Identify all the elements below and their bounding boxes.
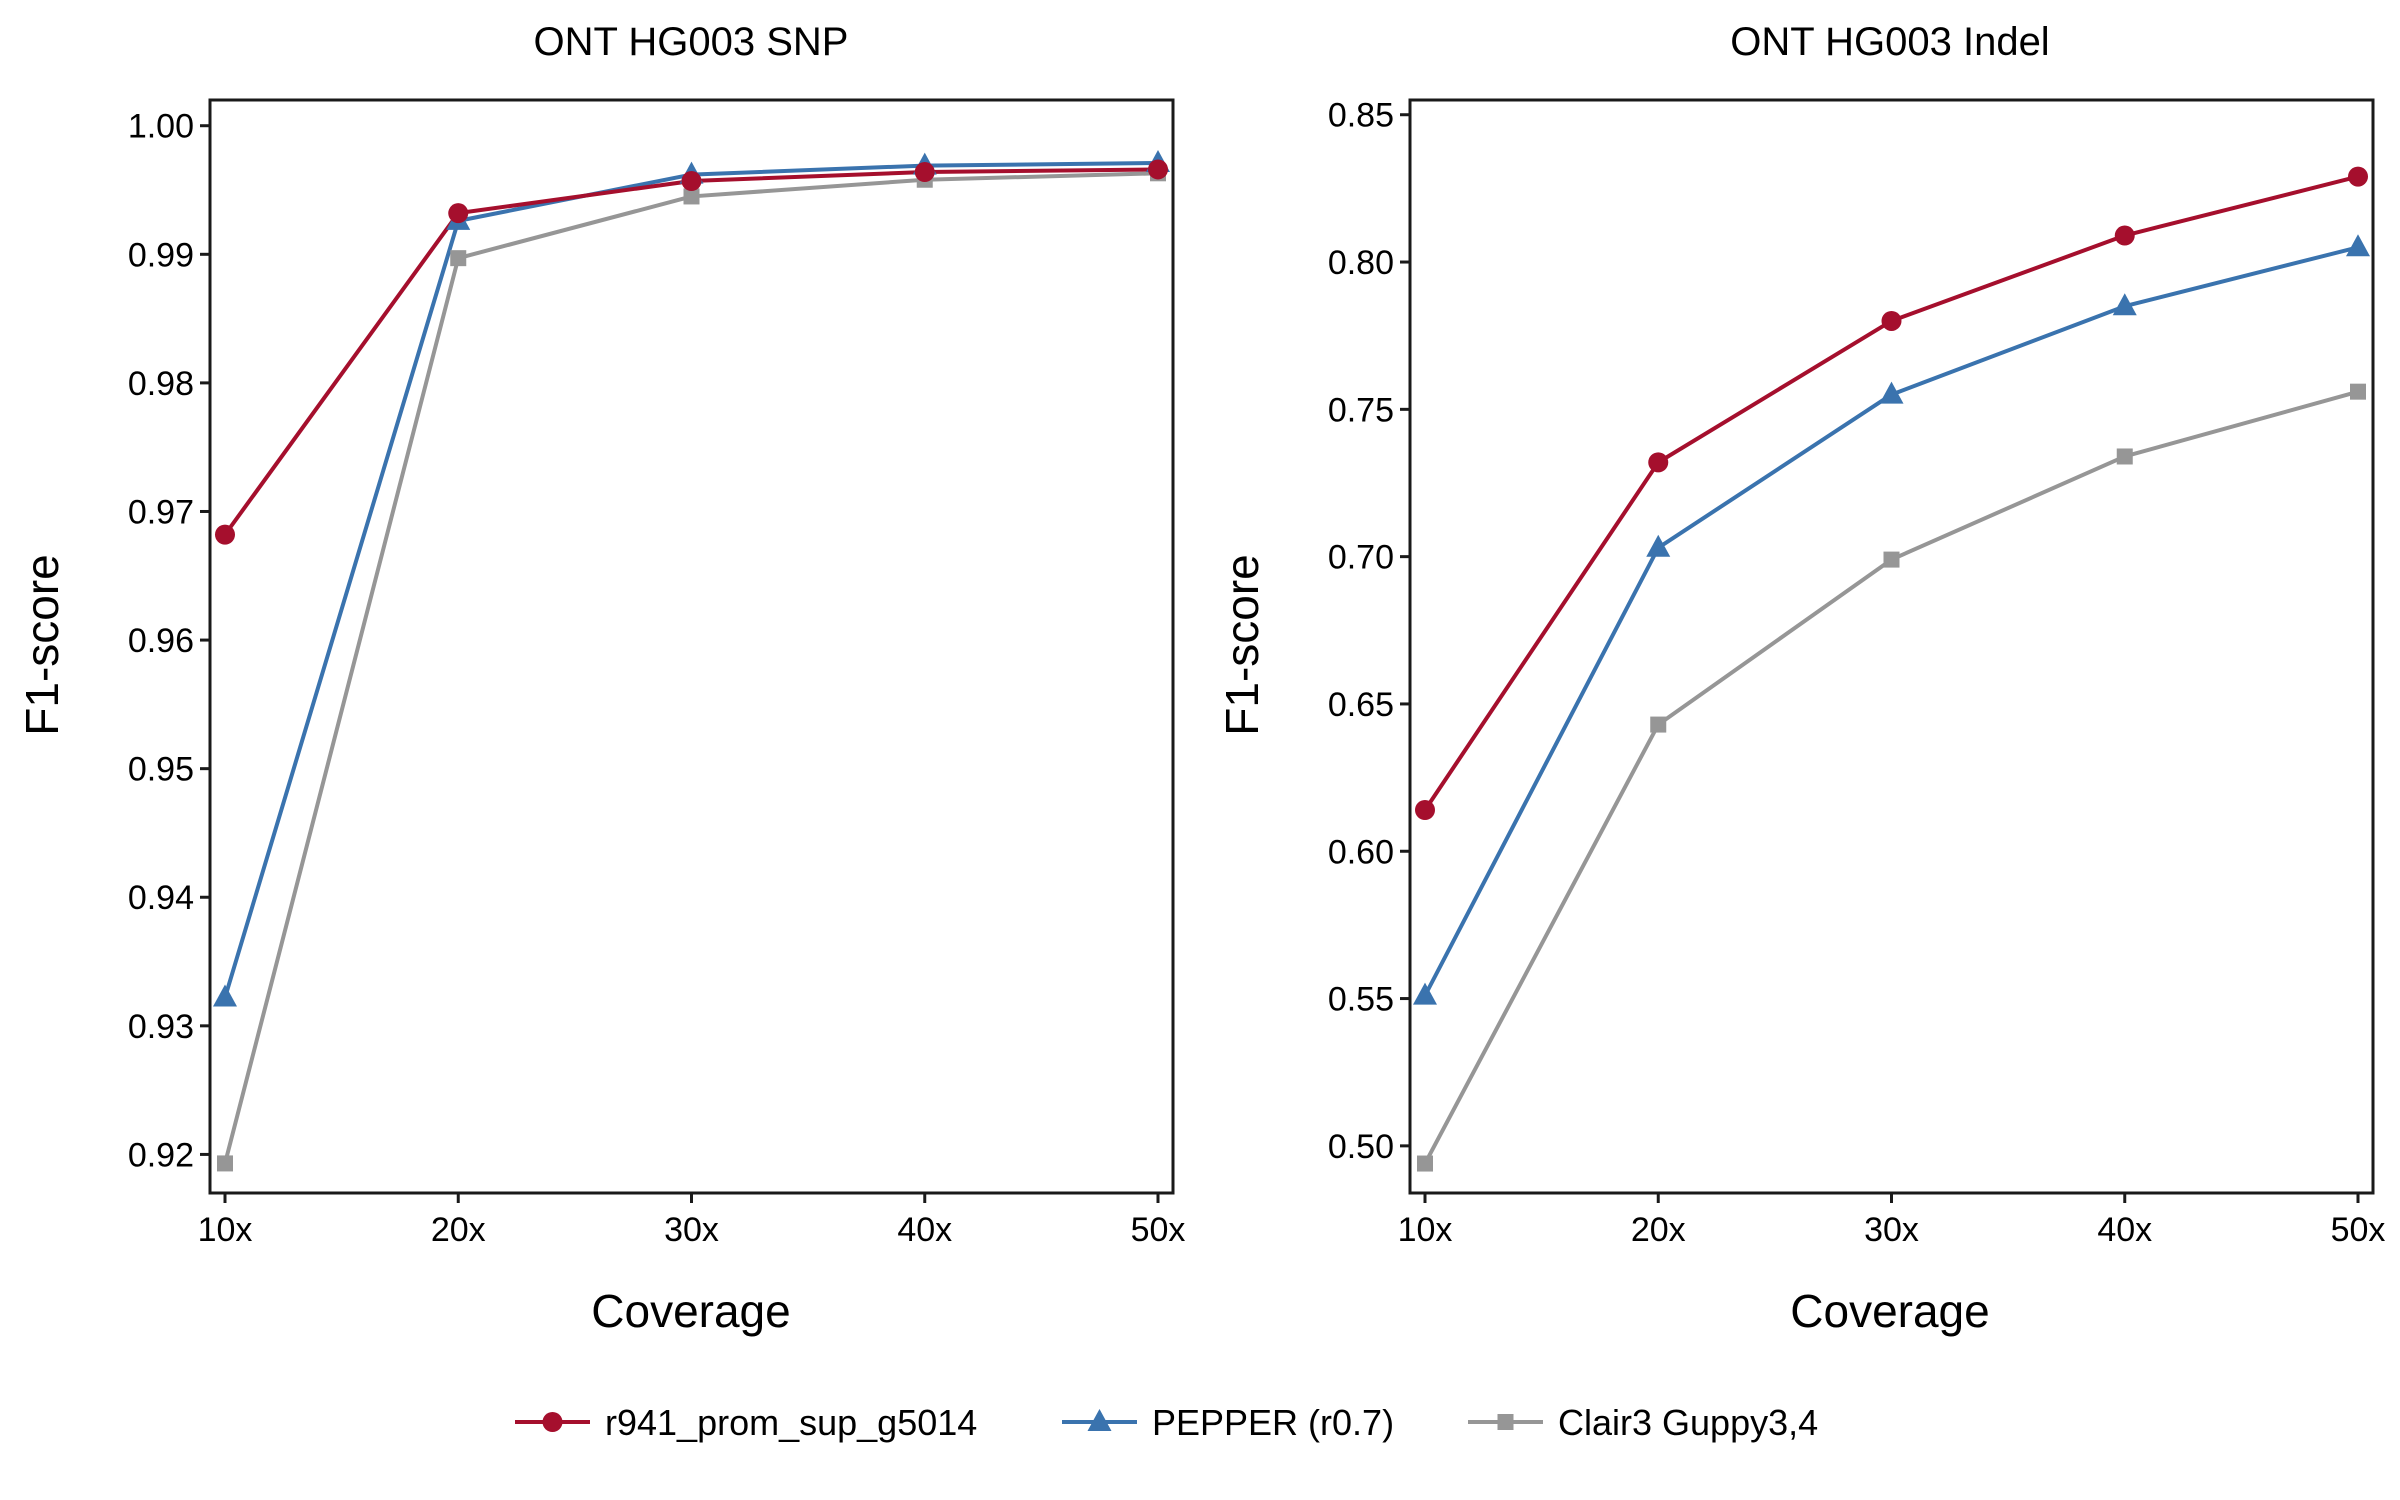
series-line-triangle — [223, 161, 1159, 999]
y-tick-label: 0.97 — [128, 493, 194, 531]
legend-marker-circle — [542, 1412, 563, 1432]
x-tick-label: 50x — [2331, 1211, 2386, 1249]
plot-frame — [208, 98, 1175, 1195]
data-point-square — [1650, 716, 1667, 733]
x-axis-title: Coverage — [591, 1285, 790, 1337]
data-point-circle — [914, 162, 935, 183]
legend-label: r941_prom_sup_g5014 — [605, 1402, 977, 1443]
data-point-square — [450, 250, 467, 267]
data-point-square — [2116, 448, 2133, 465]
x-tick-label: 40x — [2097, 1211, 2152, 1249]
legend-square-marker — [1497, 1414, 1514, 1430]
y-tick-label: 0.70 — [1328, 539, 1394, 577]
data-point-square — [2350, 383, 2366, 400]
panel-indel: ONT HG003 Indel F1-score Coverage 0.50 0.… — [1216, 20, 2385, 1337]
plot-frame — [1408, 98, 2375, 1195]
panel-title: ONT HG003 SNP — [534, 20, 849, 64]
data-point-circle — [2348, 166, 2368, 187]
y-tick-label: 0.65 — [1328, 686, 1394, 724]
legend-circle-marker — [542, 1412, 563, 1432]
legend-marker-triangle — [1087, 1409, 1112, 1431]
y-axis-title: F1-score — [1216, 554, 1268, 735]
y-tick-label: 0.93 — [128, 1008, 194, 1046]
legend-item-pepper: PEPPER (r0.7) — [1062, 1402, 1394, 1443]
series-line-circle — [223, 167, 1159, 536]
x-axis-title: Coverage — [1790, 1285, 1989, 1337]
y-tick-label: 0.99 — [128, 236, 194, 274]
x-tick-label: 10x — [1398, 1211, 1453, 1249]
data-point-square — [1883, 551, 1900, 568]
data-point-square — [217, 1155, 233, 1172]
legend-triangle-marker — [1087, 1409, 1112, 1431]
data-point-circle — [1148, 159, 1168, 180]
x-tick-label: 30x — [1864, 1211, 1919, 1249]
x-tick-label: 20x — [1631, 1211, 1686, 1249]
data-point-square — [683, 188, 700, 205]
data-point-triangle — [2112, 293, 2137, 316]
data-point-circle — [215, 524, 235, 545]
data-point-circle — [448, 203, 469, 224]
series-line-circle — [1423, 174, 2359, 812]
y-tick-label: 0.50 — [1328, 1128, 1394, 1166]
legend: r941_prom_sup_g5014 PEPPER (r0.7) Clair3… — [515, 1402, 1818, 1443]
legend-marker-square — [1497, 1414, 1514, 1430]
x-tick-label: 40x — [897, 1211, 952, 1249]
y-tick-label: 0.80 — [1328, 244, 1394, 282]
data-point-triangle — [213, 984, 237, 1007]
data-point-circle — [681, 171, 702, 192]
data-point-circle — [2114, 225, 2135, 246]
x-tick-label: 30x — [664, 1211, 719, 1249]
x-tick-label: 10x — [198, 1211, 253, 1249]
y-tick-label: 1.00 — [128, 108, 194, 146]
data-point-triangle — [1879, 381, 1904, 404]
y-tick-label: 0.60 — [1328, 833, 1394, 871]
series-line-square — [1423, 389, 2359, 1165]
legend-label: PEPPER (r0.7) — [1152, 1402, 1394, 1443]
data-point-circle — [1415, 800, 1435, 821]
data-point-circle — [1648, 452, 1669, 473]
data-point-circle — [1881, 310, 1902, 331]
y-tick-label: 0.92 — [128, 1136, 194, 1174]
y-tick-label: 0.98 — [128, 365, 194, 403]
y-tick-label: 0.75 — [1328, 391, 1394, 429]
x-tick-label: 50x — [1131, 1211, 1186, 1249]
data-point-square — [1417, 1155, 1433, 1172]
data-point-triangle — [1413, 982, 1437, 1005]
y-tick-label: 0.95 — [128, 751, 194, 789]
legend-item-clair3: Clair3 Guppy3,4 — [1468, 1402, 1818, 1443]
x-tick-label: 20x — [431, 1211, 486, 1249]
legend-item-sup: r941_prom_sup_g5014 — [515, 1402, 977, 1443]
series-line-square — [223, 171, 1159, 1164]
y-axis-title: F1-score — [16, 554, 68, 735]
y-tick-label: 0.55 — [1328, 981, 1394, 1019]
panel-title: ONT HG003 Indel — [1730, 20, 2049, 64]
data-point-triangle — [2346, 234, 2370, 257]
y-tick-label: 0.94 — [128, 879, 194, 917]
y-tick-label: 0.96 — [128, 622, 194, 660]
y-tick-label: 0.85 — [1328, 97, 1394, 135]
legend-label: Clair3 Guppy3,4 — [1558, 1402, 1818, 1443]
data-point-triangle — [1646, 534, 1671, 557]
panel-snp: ONT HG003 SNP F1-score Coverage 0.92 0.93… — [16, 20, 1185, 1337]
series-line-triangle — [1423, 245, 2359, 997]
